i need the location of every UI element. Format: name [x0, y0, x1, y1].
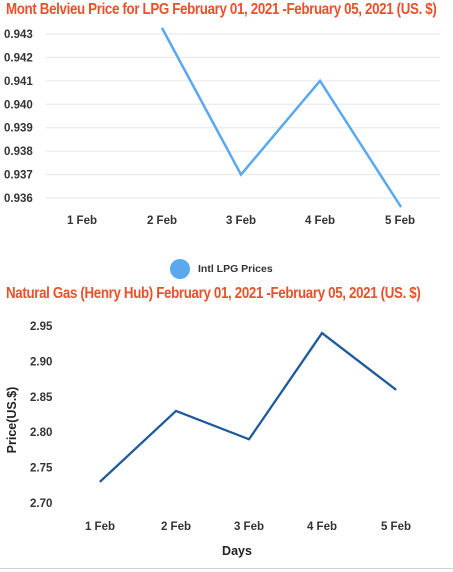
data-point: [400, 206, 402, 208]
x-axis-title: Days: [222, 544, 252, 558]
y-tick-label: 0.938: [4, 146, 33, 158]
x-tick-label: 3 Feb: [226, 215, 256, 227]
y-axis-title: Price(US.$): [5, 387, 19, 454]
y-tick-label: 2.80: [30, 427, 52, 439]
y-tick-label: 0.937: [4, 170, 33, 182]
y-tick-label: 0.939: [4, 123, 33, 135]
y-tick-label: 0.940: [4, 99, 33, 111]
x-tick-label: 4 Feb: [307, 521, 337, 533]
data-point: [161, 27, 163, 29]
x-tick-label: 1 Feb: [67, 215, 97, 227]
chart-1-title: Mont Belvieu Price for LPG February 01, …: [6, 1, 437, 18]
data-point: [240, 174, 242, 176]
divider: [0, 568, 453, 569]
y-tick-label: 0.942: [4, 52, 33, 64]
x-tick-label: 5 Feb: [381, 521, 411, 533]
y-tick-label: 2.95: [30, 321, 53, 333]
data-point: [99, 481, 101, 483]
series-line-lpg: [160, 27, 403, 208]
y-tick-label: 2.85: [30, 392, 53, 404]
x-tick-label: 1 Feb: [85, 521, 115, 533]
y-tick-label: 2.70: [30, 498, 52, 510]
x-tick-label: 2 Feb: [161, 521, 191, 533]
y-tick-label: 0.936: [4, 193, 33, 205]
data-point: [395, 389, 397, 391]
x-tick-label: 3 Feb: [234, 521, 264, 533]
lpg-price-chart: 0.943 0.942 0.941 0.940 0.939 0.938 0.937 0.936…: [4, 27, 440, 227]
y-tick-label: 0.941: [4, 76, 33, 88]
y-tick-label: 2.90: [30, 356, 52, 368]
legend-label: Intl LPG Prices: [198, 263, 273, 275]
x-tick-label: 2 Feb: [147, 215, 177, 227]
chart-2-title: Natural Gas (Henry Hub) February 01, 202…: [6, 285, 421, 302]
x-tick-label: 4 Feb: [305, 215, 335, 227]
data-point: [175, 410, 177, 412]
data-point: [321, 332, 323, 334]
legend-swatch: [170, 259, 190, 279]
data-point: [319, 80, 321, 82]
series-line-natural-gas: [99, 331, 397, 483]
y-tick-label: 2.75: [30, 463, 53, 475]
data-point: [248, 438, 250, 440]
y-tick-label: 0.943: [4, 29, 33, 41]
x-tick-label: 5 Feb: [385, 215, 415, 227]
legend[interactable]: Intl LPG Prices: [170, 258, 273, 280]
